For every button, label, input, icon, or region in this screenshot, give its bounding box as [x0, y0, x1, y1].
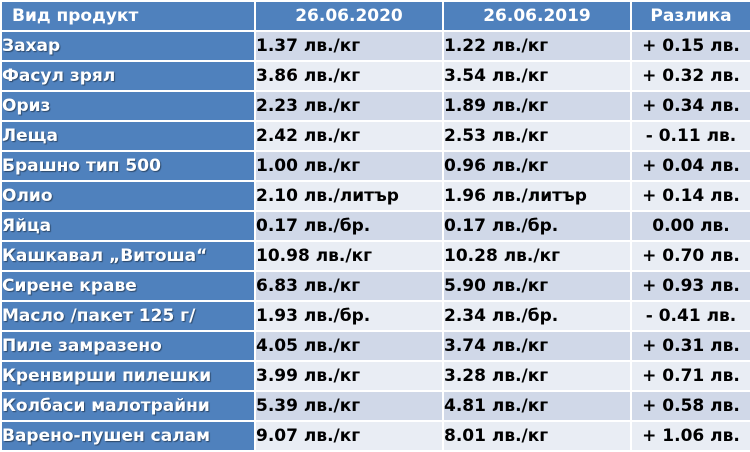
price-2019: 3.28 лв./кг	[444, 362, 630, 390]
table-row: Масло /пакет 125 г/1.93 лв./бр. 2.34 лв./…	[2, 302, 750, 330]
table-row: Брашно тип 500 1.00 лв./кг 0.96 лв./кг + 0.…	[2, 152, 750, 180]
product-name: Варено-пушен салам	[2, 422, 254, 450]
product-name: Ориз	[2, 92, 254, 120]
header-difference: Разлика	[632, 2, 750, 30]
product-name: Колбаси малотрайни	[2, 392, 254, 420]
price-2019: 4.81 лв./кг	[444, 392, 630, 420]
price-difference: - 0.11 лв.	[632, 122, 750, 150]
price-2019: 3.74 лв./кг	[444, 332, 630, 360]
table-row: Кренвирши пилешки 3.99 лв./кг 3.28 лв./кг +…	[2, 362, 750, 390]
price-2019: 0.17 лв./бр.	[444, 212, 630, 240]
price-2020: 3.86 лв./кг	[256, 62, 442, 90]
product-name: Олио	[2, 182, 254, 210]
product-name: Масло /пакет 125 г/	[2, 302, 254, 330]
product-name: Брашно тип 500	[2, 152, 254, 180]
price-2019: 5.90 лв./кг	[444, 272, 630, 300]
price-2019: 2.34 лв./бр.	[444, 302, 630, 330]
price-2019: 1.89 лв./кг	[444, 92, 630, 120]
price-difference: + 0.93 лв.	[632, 272, 750, 300]
header-product: Вид продукт	[2, 2, 254, 30]
price-2020: 4.05 лв./кг	[256, 332, 442, 360]
table-row: Фасул зрял 3.86 лв./кг 3.54 лв./кг + 0.32 л…	[2, 62, 750, 90]
product-name: Пиле замразено	[2, 332, 254, 360]
price-2020: 1.37 лв./кг	[256, 32, 442, 60]
price-difference: 0.00 лв.	[632, 212, 750, 240]
price-2019: 0.96 лв./кг	[444, 152, 630, 180]
price-2019: 1.96 лв./литър	[444, 182, 630, 210]
table-row: Пиле замразено 4.05 лв./кг 3.74 лв./кг + 0.…	[2, 332, 750, 360]
header-price-2020: 26.06.2020	[256, 2, 442, 30]
price-difference: + 0.31 лв.	[632, 332, 750, 360]
price-2020: 0.17 лв./бр.	[256, 212, 442, 240]
product-name: Фасул зрял	[2, 62, 254, 90]
price-difference: + 1.06 лв.	[632, 422, 750, 450]
price-2020: 1.93 лв./бр.	[256, 302, 442, 330]
table-row: Кашкавал „Витоша“ 10.98 лв./кг 10.28 лв./к…	[2, 242, 750, 270]
price-difference: + 0.14 лв.	[632, 182, 750, 210]
table-row: Сирене краве 6.83 лв./кг 5.90 лв./кг + 0.93…	[2, 272, 750, 300]
product-name: Леща	[2, 122, 254, 150]
price-2020: 2.10 лв./литър	[256, 182, 442, 210]
price-2020: 10.98 лв./кг	[256, 242, 442, 270]
price-2020: 9.07 лв./кг	[256, 422, 442, 450]
price-difference: + 0.04 лв.	[632, 152, 750, 180]
product-name: Захар	[2, 32, 254, 60]
price-2019: 10.28 лв./кг	[444, 242, 630, 270]
price-difference: - 0.41 лв.	[632, 302, 750, 330]
price-difference: + 0.32 лв.	[632, 62, 750, 90]
header-price-2019: 26.06.2019	[444, 2, 630, 30]
price-2020: 6.83 лв./кг	[256, 272, 442, 300]
table-row: Захар 1.37 лв./кг 1.22 лв./кг + 0.15 лв.	[2, 32, 750, 60]
price-difference: + 0.58 лв.	[632, 392, 750, 420]
price-2019: 8.01 лв./кг	[444, 422, 630, 450]
price-2020: 2.23 лв./кг	[256, 92, 442, 120]
price-difference: + 0.70 лв.	[632, 242, 750, 270]
table-row: Олио 2.10 лв./литър 1.96 лв./литър + 0.14 л…	[2, 182, 750, 210]
product-name: Кашкавал „Витоша“	[2, 242, 254, 270]
product-name: Яйца	[2, 212, 254, 240]
price-2020: 3.99 лв./кг	[256, 362, 442, 390]
price-difference: + 0.71 лв.	[632, 362, 750, 390]
price-2019: 3.54 лв./кг	[444, 62, 630, 90]
price-2020: 2.42 лв./кг	[256, 122, 442, 150]
table-row: Яйца 0.17 лв./бр. 0.17 лв./бр. 0.00 лв.	[2, 212, 750, 240]
price-difference: + 0.15 лв.	[632, 32, 750, 60]
price-2020: 1.00 лв./кг	[256, 152, 442, 180]
price-difference: + 0.34 лв.	[632, 92, 750, 120]
table-row: Варено-пушен салам 9.07 лв./кг 8.01 лв./кг…	[2, 422, 750, 450]
price-2019: 1.22 лв./кг	[444, 32, 630, 60]
price-2020: 5.39 лв./кг	[256, 392, 442, 420]
header-row: Вид продукт 26.06.2020 26.06.2019 Разлик…	[2, 2, 750, 30]
product-name: Сирене краве	[2, 272, 254, 300]
price-2019: 2.53 лв./кг	[444, 122, 630, 150]
table-row: Ориз 2.23 лв./кг 1.89 лв./кг + 0.34 лв.	[2, 92, 750, 120]
product-name: Кренвирши пилешки	[2, 362, 254, 390]
table-body: Захар 1.37 лв./кг 1.22 лв./кг + 0.15 лв. Фас…	[2, 32, 750, 450]
table-row: Леща 2.42 лв./кг 2.53 лв./кг - 0.11 лв.	[2, 122, 750, 150]
table-row: Колбаси малотрайни 5.39 лв./кг 4.81 лв./кг…	[2, 392, 750, 420]
